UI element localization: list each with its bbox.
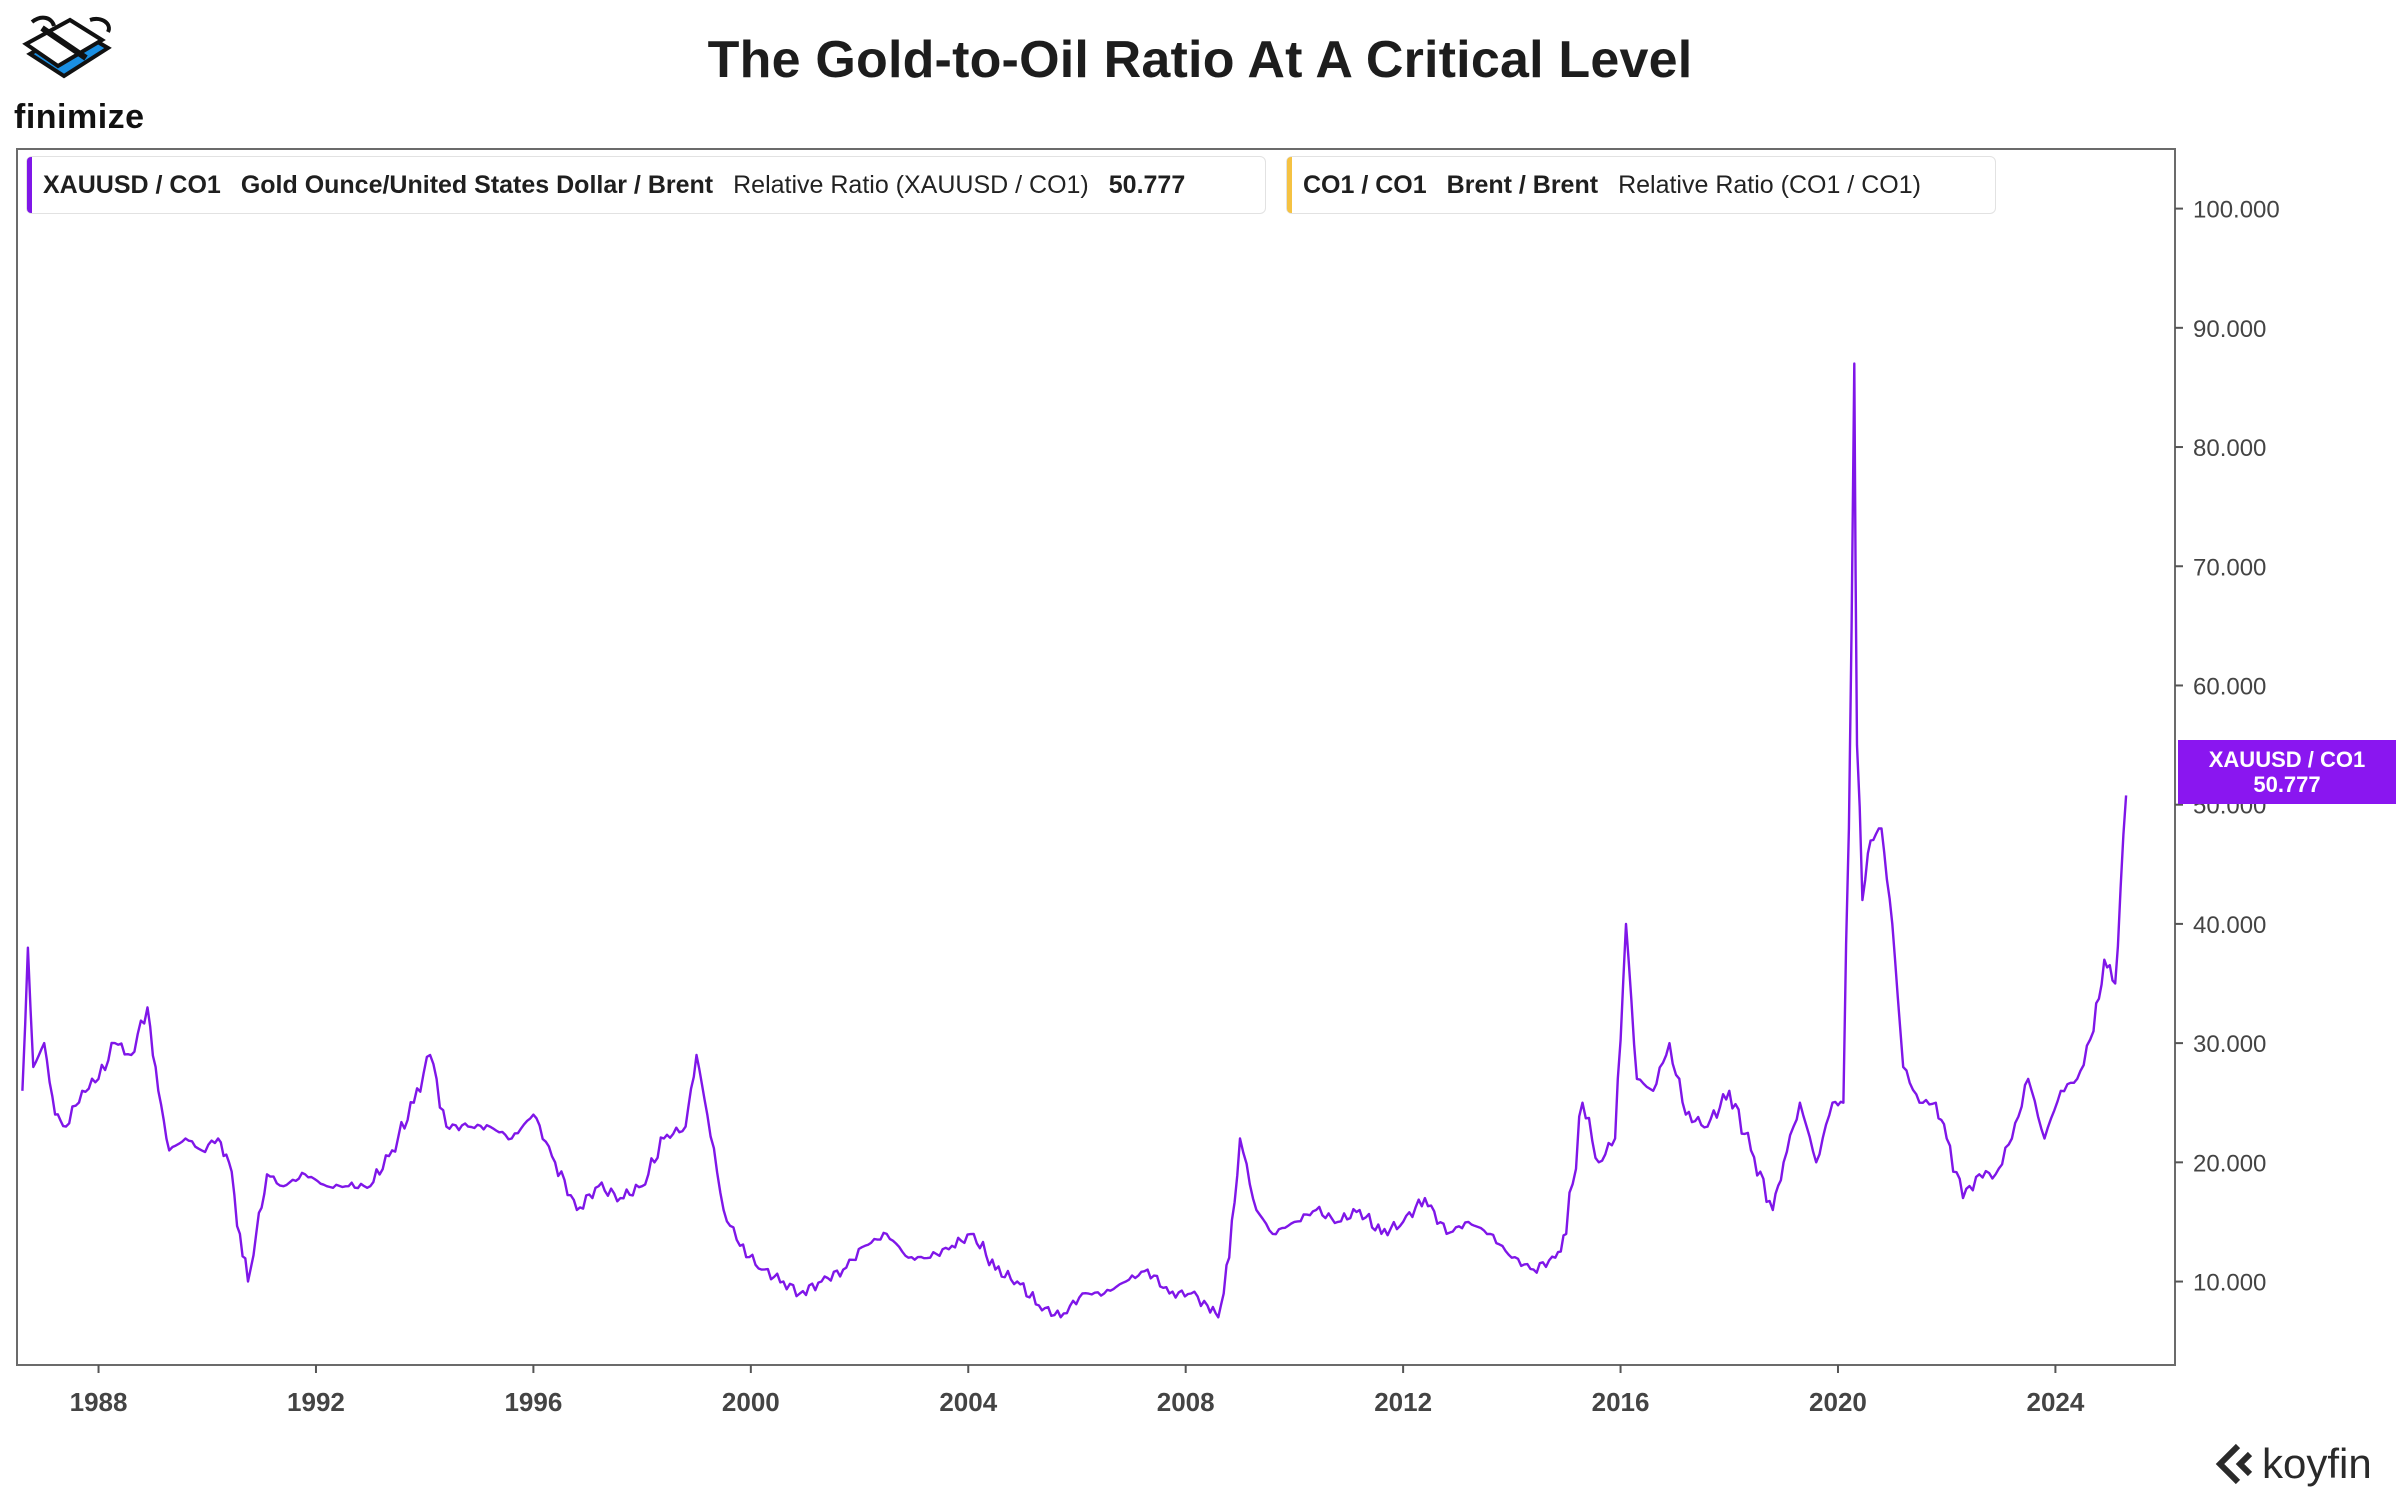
- legend-color-bar: [1287, 157, 1292, 213]
- y-axis-tick-label: 100.000: [2193, 197, 2280, 224]
- x-axis-tick-label: 1988: [70, 1387, 128, 1417]
- koyfin-wordmark: koyfin: [2262, 1440, 2372, 1487]
- y-axis-tick-label: 30.000: [2193, 1031, 2266, 1058]
- winged-shoe-logo-icon: [22, 15, 112, 79]
- x-axis-tick-label: 2024: [2026, 1387, 2084, 1417]
- legend-metric: Relative Ratio (CO1 / CO1): [1618, 170, 1921, 199]
- y-axis-tick-label: 20.000: [2193, 1150, 2266, 1177]
- legend-name: Brent / Brent: [1446, 170, 1599, 199]
- x-axis-tick-label: 1996: [504, 1387, 562, 1417]
- brand-name: finimize: [14, 98, 145, 136]
- legend-ticker: CO1 / CO1: [1303, 170, 1427, 199]
- x-axis-tick-label: 2008: [1157, 1387, 1215, 1417]
- legend-color-bar: [27, 157, 32, 213]
- y-axis-tick-label: 10.000: [2193, 1270, 2266, 1297]
- legend-item-co1[interactable]: CO1 / CO1 Brent / Brent Relative Ratio (…: [1286, 156, 1996, 214]
- x-axis-tick-label: 2004: [939, 1387, 997, 1417]
- y-axis-tick-label: 40.000: [2193, 912, 2266, 939]
- y-axis-tick-label: 90.000: [2193, 316, 2266, 343]
- y-axis-tick-label: 60.000: [2193, 673, 2266, 700]
- x-axis-tick-label: 2000: [722, 1387, 780, 1417]
- last-value-tag-label: XAUUSD / CO1: [2208, 747, 2366, 772]
- legend-item-xauusd[interactable]: XAUUSD / CO1 Gold Ounce/United States Do…: [26, 156, 1266, 214]
- finimize-logo: finimize: [12, 14, 182, 136]
- legend-name: Gold Ounce/United States Dollar / Brent: [240, 170, 714, 199]
- x-axis-tick-label: 2020: [1809, 1387, 1867, 1417]
- chart-title: The Gold-to-Oil Ratio At A Critical Leve…: [707, 31, 1693, 89]
- x-axis-tick-label: 2012: [1374, 1387, 1432, 1417]
- legend-ticker: XAUUSD / CO1: [43, 170, 221, 199]
- y-axis-tick-label: 70.000: [2193, 554, 2266, 581]
- legend-value: 50.777: [1108, 170, 1186, 199]
- x-axis-tick-label: 1992: [287, 1387, 345, 1417]
- x-axis-tick-label: 2016: [1592, 1387, 1650, 1417]
- y-axis-tick-label: 80.000: [2193, 435, 2266, 462]
- legend-metric: Relative Ratio (XAUUSD / CO1): [733, 170, 1089, 199]
- last-value-tag-value: 50.777: [2253, 772, 2321, 797]
- koyfin-chevron-icon: [2215, 1443, 2253, 1485]
- series-line-0: [21, 362, 2128, 1319]
- koyfin-watermark: koyfin: [2212, 1440, 2372, 1488]
- last-value-tag: XAUUSD / CO1 50.777: [2178, 740, 2396, 804]
